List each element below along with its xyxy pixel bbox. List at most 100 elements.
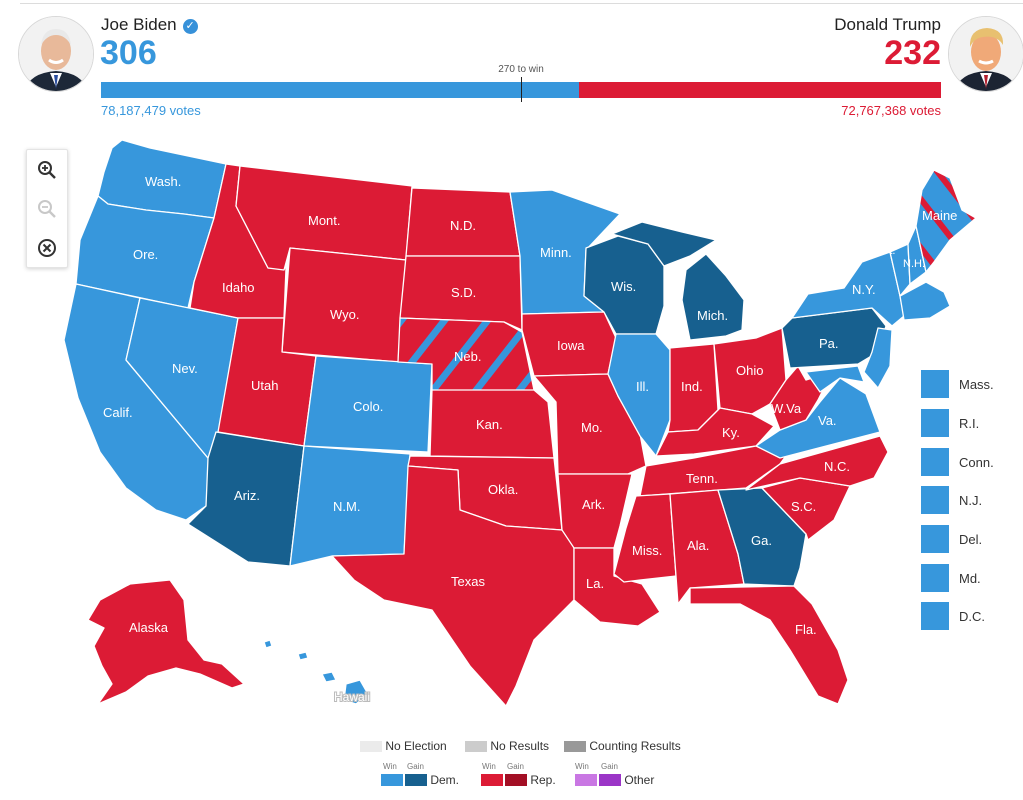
state-maine[interactable] <box>915 169 977 273</box>
legend-counting-results: Counting Results <box>564 739 681 753</box>
small-state-label: Md. <box>959 571 981 586</box>
small-state-item[interactable]: R.I. <box>921 409 1021 439</box>
legend-gain-label: Gain <box>407 762 424 771</box>
state-new-england-south[interactable] <box>899 281 951 321</box>
state-texas[interactable] <box>331 465 575 707</box>
label-mont: Mont. <box>308 213 341 228</box>
label-sc: S.C. <box>791 499 816 514</box>
small-state-label: Conn. <box>959 455 994 470</box>
zoom-out-icon[interactable] <box>27 189 67 228</box>
state-hawaii-2[interactable] <box>321 671 337 683</box>
label-sd: S.D. <box>451 285 476 300</box>
label-wash: Wash. <box>145 174 181 189</box>
label-nc: N.C. <box>824 459 850 474</box>
legend-swatch <box>381 774 403 786</box>
legend-swatch <box>405 774 427 786</box>
label-wis: Wis. <box>611 279 636 294</box>
state-kentucky[interactable] <box>655 407 775 457</box>
left-candidate-name: Joe Biden ✓ <box>101 15 198 35</box>
state-michigan[interactable] <box>681 253 745 341</box>
label-nd: N.D. <box>450 218 476 233</box>
label-ala: Ala. <box>687 538 709 553</box>
state-alaska[interactable] <box>87 579 245 705</box>
legend-swatch <box>564 741 586 752</box>
state-south-dakota[interactable] <box>399 255 523 331</box>
state-hawaii[interactable] <box>343 679 369 705</box>
label-vt: Vt. <box>882 245 895 257</box>
label-nh: N.H. <box>903 258 925 270</box>
small-state-label: N.J. <box>959 493 983 508</box>
small-state-item[interactable]: Mass. <box>921 370 1021 400</box>
legend-label: Other <box>624 773 655 787</box>
legend-win-label: Win <box>575 762 589 771</box>
small-state-item[interactable]: Md. <box>921 564 1021 594</box>
small-state-item[interactable]: N.J. <box>921 486 1021 516</box>
legend-gain-label: Gain <box>601 762 618 771</box>
state-maryland[interactable] <box>805 365 865 393</box>
label-fla: Fla. <box>795 622 817 637</box>
legend-other: Other <box>575 773 654 787</box>
biden-avatar <box>18 16 94 92</box>
dem-bar-fill <box>101 82 579 98</box>
label-ill: Ill. <box>636 379 649 394</box>
label-wva: W.Va <box>771 401 802 416</box>
state-swatch <box>921 602 949 630</box>
label-wyo: Wyo. <box>330 307 360 322</box>
label-colo: Colo. <box>353 399 383 414</box>
label-nev: Nev. <box>172 361 198 376</box>
rep-bar-fill <box>579 82 941 98</box>
label-ind: Ind. <box>681 379 703 394</box>
label-ark: Ark. <box>582 497 605 512</box>
small-state-item[interactable]: Conn. <box>921 448 1021 478</box>
legend-swatch <box>360 741 382 752</box>
label-okla: Okla. <box>488 482 518 497</box>
legend-rep: Rep. <box>481 773 556 787</box>
state-hawaii-4[interactable] <box>263 639 273 649</box>
state-new-jersey-delaware[interactable] <box>863 327 893 389</box>
label-kan: Kan. <box>476 417 503 432</box>
left-popular-votes: 78,187,479 votes <box>101 103 201 118</box>
label-minn: Minn. <box>540 245 572 260</box>
state-kansas[interactable] <box>429 389 555 459</box>
label-ky: Ky. <box>722 425 740 440</box>
state-florida[interactable] <box>689 585 849 705</box>
state-north-carolina[interactable] <box>745 435 889 491</box>
small-state-label: R.I. <box>959 416 980 431</box>
state-swatch <box>921 525 949 553</box>
left-electoral-votes: 306 <box>100 34 157 72</box>
label-calif: Calif. <box>103 405 133 420</box>
label-mich: Mich. <box>697 308 728 323</box>
right-candidate-name: Donald Trump <box>834 15 941 34</box>
state-michigan-upper[interactable] <box>611 221 717 267</box>
state-colorado[interactable] <box>303 355 433 453</box>
label-hawaii: Hawaii <box>334 690 370 704</box>
legend-label: Dem. <box>430 773 460 787</box>
label-iowa: Iowa <box>557 338 585 353</box>
label-ore: Ore. <box>133 247 158 262</box>
state-labels: Wash. Ore. Calif. Nev. Idaho Mont. Wyo. … <box>103 174 957 705</box>
state-hawaii-3[interactable] <box>297 651 309 661</box>
small-state-item[interactable]: Del. <box>921 525 1021 555</box>
label-texas: Texas <box>451 574 485 589</box>
small-state-label: Mass. <box>959 377 994 392</box>
small-state-item[interactable]: D.C. <box>921 602 1021 632</box>
state-louisiana[interactable] <box>573 547 661 627</box>
electoral-vote-bar <box>101 82 941 98</box>
state-swatch <box>921 448 949 476</box>
legend-dem: Dem. <box>381 773 459 787</box>
label-nm: N.M. <box>333 499 360 514</box>
label-miss: Miss. <box>632 543 662 558</box>
map-zoom-controls <box>26 149 68 268</box>
legend-swatch <box>465 741 487 752</box>
label-ga: Ga. <box>751 533 772 548</box>
reset-icon[interactable] <box>27 228 67 267</box>
state-swatch <box>921 486 949 514</box>
state-wyoming[interactable] <box>281 247 407 363</box>
legend-swatch <box>505 774 527 786</box>
label-ny: N.Y. <box>852 282 876 297</box>
threshold-label: 270 to win <box>498 64 544 75</box>
top-divider <box>20 3 1023 4</box>
legend-label: No Election <box>385 739 447 753</box>
zoom-in-icon[interactable] <box>27 150 67 189</box>
